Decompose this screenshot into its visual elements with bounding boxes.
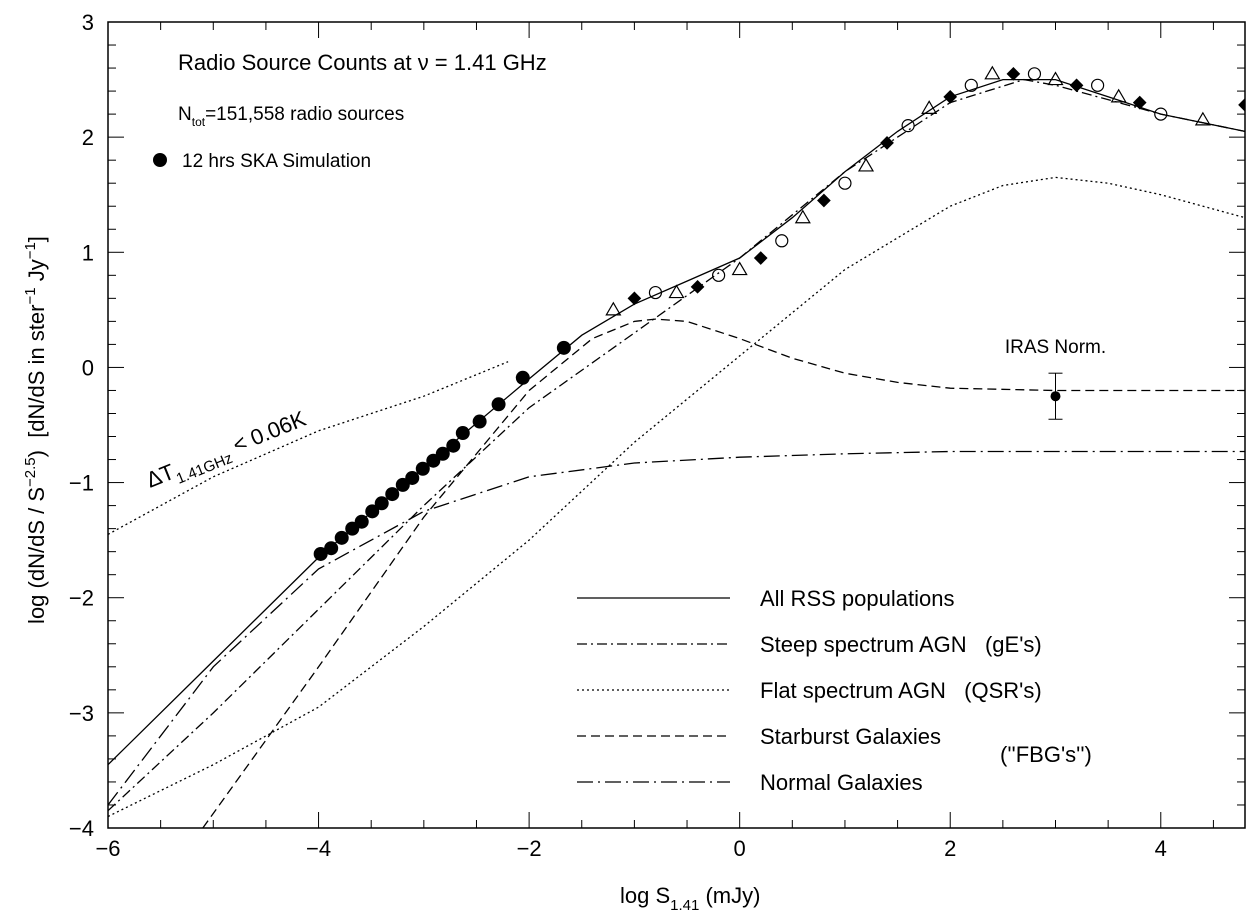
legend-label: Steep spectrum AGN (gE's) xyxy=(760,632,1042,657)
text-part: N xyxy=(178,104,192,125)
data-point xyxy=(491,397,506,412)
data-point xyxy=(515,370,530,385)
data-point xyxy=(1047,71,1064,86)
text-part: Jy xyxy=(24,259,49,287)
text-part: log S xyxy=(620,883,670,908)
data-point xyxy=(1238,98,1245,112)
data-point xyxy=(964,78,978,92)
y-axis-label: log (dN/dS / S−2.5) [dN/dS in ster−1 Jy−… xyxy=(22,236,49,624)
series-line xyxy=(108,450,1245,806)
iras-label: IRAS Norm. xyxy=(1005,337,1106,358)
data-point xyxy=(1006,66,1021,81)
data-point xyxy=(838,176,852,190)
y-tick-label: 1 xyxy=(82,240,94,265)
data-point xyxy=(365,504,380,519)
data-point xyxy=(313,546,328,561)
data-point xyxy=(627,291,642,306)
data-point xyxy=(435,446,450,461)
legend-label: Flat spectrum AGN (QSR's) xyxy=(760,678,1042,703)
data-point xyxy=(415,461,430,476)
x-tick-label: −2 xyxy=(517,836,542,861)
data-point xyxy=(712,268,726,282)
legend-label: Normal Galaxies xyxy=(760,770,923,795)
data-point xyxy=(405,470,420,485)
limit-label: ΔT1.41GHz < 0.06K xyxy=(143,406,312,499)
script-text: −1 xyxy=(22,242,39,259)
legend-label: All RSS populations xyxy=(760,586,954,611)
data-point xyxy=(690,279,705,294)
data-point xyxy=(1110,88,1127,103)
legend-label: Starburst Galaxies xyxy=(760,724,941,749)
data-point xyxy=(880,136,894,150)
data-point xyxy=(668,284,685,299)
series-line xyxy=(108,78,1245,812)
x-tick-label: 0 xyxy=(734,836,746,861)
subtitle: Ntot=151,558 radio sources xyxy=(178,104,404,129)
script-text: 1.41GHz xyxy=(174,450,235,488)
chart-title: Radio Source Counts at ν = 1.41 GHz xyxy=(178,50,547,75)
legend-label: 12 hrs SKA Simulation xyxy=(182,151,371,172)
y-tick-label: 3 xyxy=(82,10,94,35)
data-point xyxy=(556,340,571,355)
y-tick-label: −1 xyxy=(69,471,94,496)
series-line xyxy=(202,318,1245,828)
limit-line xyxy=(108,361,509,535)
y-tick-label: −3 xyxy=(69,701,94,726)
legend-marker xyxy=(153,153,167,167)
data-point xyxy=(1091,78,1105,92)
data-point xyxy=(731,261,748,276)
script-text: −1 xyxy=(22,287,39,304)
x-tick-label: −6 xyxy=(95,836,120,861)
y-tick-label: −4 xyxy=(69,816,94,841)
data-point xyxy=(374,496,389,511)
x-tick-label: 4 xyxy=(1155,836,1167,861)
plot-frame xyxy=(107,21,1246,829)
series-line xyxy=(108,176,1245,818)
text-part: ] xyxy=(24,236,49,242)
x-tick-label: 2 xyxy=(944,836,956,861)
y-tick-label: 2 xyxy=(82,125,94,150)
script-text: tot xyxy=(192,115,206,129)
data-point xyxy=(1154,107,1168,121)
data-point xyxy=(984,65,1001,80)
data-point xyxy=(354,514,369,529)
text-part: =151,558 radio sources xyxy=(205,104,404,125)
x-tick-label: −4 xyxy=(306,836,331,861)
data-point xyxy=(472,414,487,429)
annotation: (''FBG's'') xyxy=(1000,742,1092,767)
text-part: ) [dN/dS in ster xyxy=(24,305,49,458)
data-point xyxy=(1132,95,1147,110)
data-point xyxy=(446,438,461,453)
data-point xyxy=(817,193,831,208)
text-part: log (dN/dS / S xyxy=(24,487,49,624)
y-tick-label: −2 xyxy=(69,586,94,611)
data-point xyxy=(1027,67,1042,81)
data-point xyxy=(324,541,339,556)
data-point xyxy=(753,251,768,265)
text-part: < 0.06K xyxy=(223,406,309,460)
data-point xyxy=(605,301,622,316)
data-point xyxy=(794,209,811,224)
data-point xyxy=(921,100,938,114)
data-point xyxy=(1069,78,1084,93)
data-point xyxy=(775,234,789,248)
data-point xyxy=(385,487,400,502)
plot-layer xyxy=(108,65,1245,828)
data-point xyxy=(334,530,349,545)
data-point xyxy=(455,426,470,441)
script-text: 1.41 xyxy=(670,897,699,914)
script-text: −2.5 xyxy=(22,457,39,487)
data-point xyxy=(901,119,915,133)
data-point xyxy=(648,285,663,300)
data-point xyxy=(1194,111,1211,126)
text-part: ΔT xyxy=(143,459,178,493)
data-point xyxy=(943,89,958,104)
iras-point xyxy=(1050,391,1061,402)
data-point xyxy=(857,157,875,172)
x-axis-label: log S1.41 (mJy) xyxy=(620,883,760,914)
text-part: (mJy) xyxy=(699,883,760,908)
y-tick-label: 0 xyxy=(82,355,94,380)
